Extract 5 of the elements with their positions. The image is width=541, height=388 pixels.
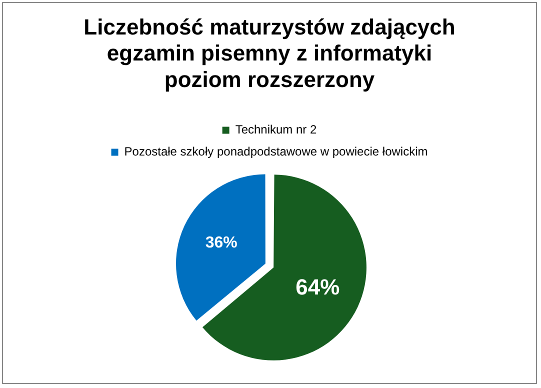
legend-label: Technikum nr 2 — [235, 122, 318, 137]
data-label: 64% — [296, 274, 340, 300]
data-label: 36% — [205, 234, 238, 252]
chart-title: Liczebność maturzystów zdających egzamin pisemny z informatyki poziom rozszerzony — [84, 14, 456, 92]
legend-label: Pozostałe szkoły ponadpodstawowe w powiecie łowickim — [124, 144, 428, 159]
